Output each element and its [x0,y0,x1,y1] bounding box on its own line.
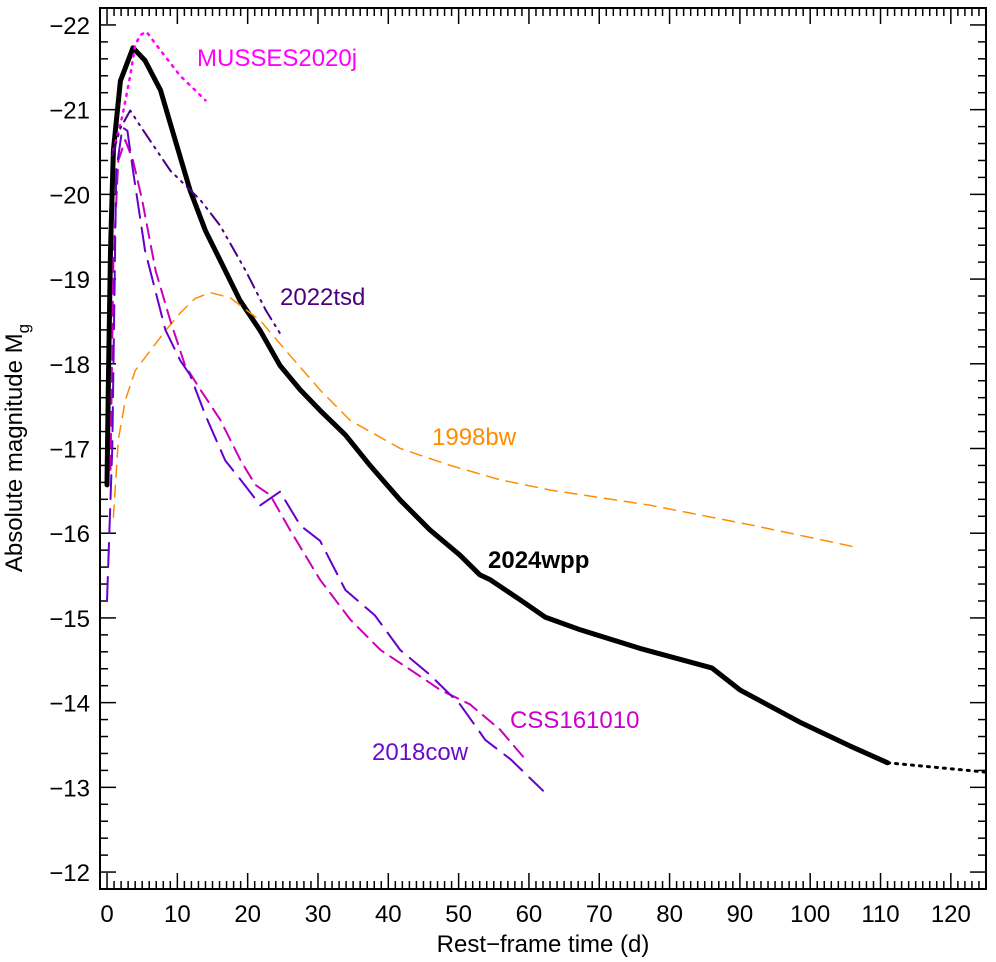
x-tick-label: 10 [164,901,191,928]
y-tick-label: −16 [49,521,90,548]
series-lines [104,30,988,792]
y-tick-label: −19 [49,267,90,294]
plot-frame [99,7,987,890]
series-label-css161010: CSS161010 [510,707,639,734]
series-label-musses2020j: MUSSES2020j [197,45,357,72]
y-tick-label: −21 [49,98,90,125]
y-axis-title: Absolute magnitude Mg [1,324,33,572]
tick-labels: 0 10 20 30 40 50 60 70 80 90 100 110 120 −12 −13 −14 −15… [49,13,971,928]
series-line-1998bw [112,291,859,549]
x-tick-label: 120 [931,901,971,928]
series-line-css161010 [109,139,527,761]
series-line-2018cow [106,126,544,792]
axis-ticks [100,8,986,889]
series-line-musses2020j [112,30,207,152]
x-tick-label: 90 [727,901,754,928]
y-tick-label: −17 [49,437,90,464]
series-line-2024wpp-extrapolation [886,761,988,774]
y-tick-label: −13 [49,775,90,802]
y-axis-title-subscript: g [14,324,33,333]
y-tick-label: −22 [49,13,90,40]
x-tick-label: 30 [305,901,332,928]
x-tick-label: 60 [516,901,543,928]
y-tick-label: −12 [49,860,90,887]
y-tick-label: −14 [49,691,90,718]
x-tick-label: 70 [586,901,613,928]
x-axis-title: Rest−frame time (d) [437,931,650,958]
y-axis-title-main: Absolute magnitude M [1,333,28,572]
series-label-2022tsd: 2022tsd [280,284,365,311]
series-label-1998bw: 1998bw [432,424,517,451]
series-labels: MUSSES2020j 2022tsd 1998bw 2024wpp CSS161010… [197,45,639,766]
x-tick-label: 40 [375,901,402,928]
x-tick-label: 110 [861,901,899,928]
y-tick-label: −15 [49,606,90,633]
x-tick-label: 20 [234,901,261,928]
x-tick-label: 80 [656,901,683,928]
series-label-2024wpp: 2024wpp [488,547,589,574]
x-tick-label: 100 [790,901,830,928]
y-tick-label: −18 [49,352,90,379]
series-line-2024wpp [104,45,891,766]
series-line-2022tsd [111,109,281,335]
x-tick-label: 0 [100,901,113,928]
x-tick-label: 50 [445,901,472,928]
y-tick-label: −20 [49,182,90,209]
series-label-2018cow: 2018cow [372,739,469,766]
